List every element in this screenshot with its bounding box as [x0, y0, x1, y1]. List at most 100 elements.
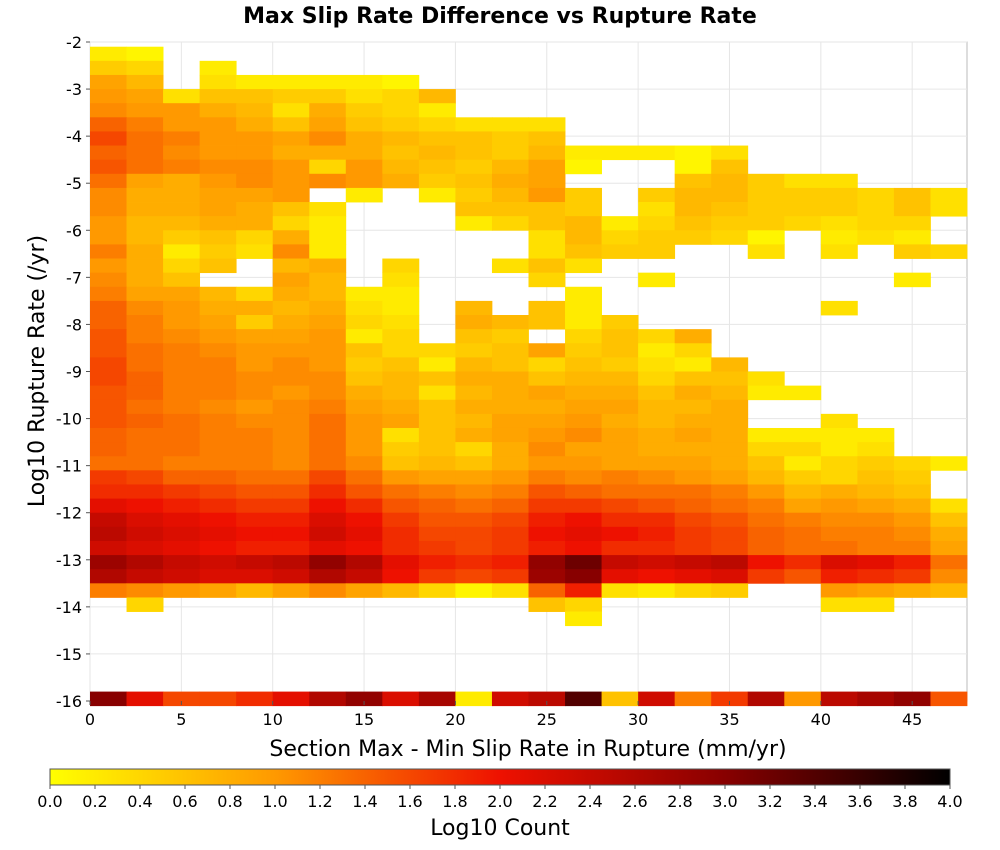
- colorbar-tick-label-9: 1.8: [442, 792, 467, 811]
- heatmap-cell-r22-c16: [674, 357, 712, 372]
- heatmap-cell-r41-c13: [565, 691, 602, 707]
- heatmap-cell-r7-c6: [309, 145, 347, 161]
- heatmap-cell-r7-c14: [601, 145, 639, 161]
- heatmap-cell-r14-c3: [199, 244, 237, 259]
- heatmap-cell-r12-c5: [272, 216, 310, 231]
- heatmap-cell-r19-c13: [565, 315, 602, 330]
- heatmap-cell-r2-c4: [236, 74, 274, 90]
- heatmap-cell-r38-c5: [272, 583, 310, 598]
- heatmap-cell-r34-c11: [491, 526, 529, 542]
- heatmap-cell-r11-c1: [126, 202, 164, 217]
- heatmap-cell-r30-c10: [455, 470, 493, 485]
- heatmap-cell-r15-c8: [382, 258, 420, 274]
- heatmap-cell-r32-c15: [638, 498, 676, 514]
- heatmap-cell-r29-c13: [565, 456, 602, 471]
- heatmap-cell-r7-c0: [90, 145, 127, 161]
- heatmap-cell-r1-c0: [90, 60, 127, 76]
- heatmap-cell-r34-c22: [893, 526, 931, 542]
- heatmap-cell-r6-c6: [309, 131, 347, 146]
- heatmap-cell-r27-c15: [638, 427, 676, 443]
- heatmap-cell-r6-c9: [418, 131, 456, 146]
- heatmap-cell-r16-c22: [893, 272, 931, 288]
- heatmap-cell-r29-c5: [272, 456, 310, 471]
- heatmap-cell-r21-c1: [126, 343, 164, 358]
- x-tick-label-4: 20: [445, 710, 465, 729]
- heatmap-cell-r25-c17: [711, 399, 749, 415]
- heatmap-cell-r37-c1: [126, 569, 164, 584]
- heatmap-cell-r31-c4: [236, 484, 274, 499]
- heatmap-cell-r6-c7: [345, 131, 383, 146]
- heatmap-cell-r33-c2: [163, 512, 201, 528]
- heatmap-cell-r7-c17: [711, 145, 749, 161]
- heatmap-cell-r13-c12: [528, 230, 566, 245]
- heatmap-cell-r26-c1: [126, 413, 164, 429]
- heatmap-cell-r24-c2: [163, 385, 201, 401]
- heatmap-cell-r24-c19: [784, 385, 822, 401]
- heatmap-cell-r30-c21: [857, 470, 895, 485]
- heatmap-cell-r18-c12: [528, 300, 566, 316]
- heatmap-cell-r18-c2: [163, 300, 201, 316]
- heatmap-cell-r3-c6: [309, 89, 347, 104]
- heatmap-cell-r26-c20: [820, 413, 858, 429]
- heatmap-cell-r35-c12: [528, 540, 566, 556]
- heatmap-cell-r29-c11: [491, 456, 529, 471]
- heatmap-cell-r14-c15: [638, 244, 676, 259]
- heatmap-cell-r18-c20: [820, 300, 858, 316]
- heatmap-cell-r41-c19: [784, 691, 822, 707]
- heatmap-cell-r36-c6: [309, 555, 347, 570]
- heatmap-cell-r25-c15: [638, 399, 676, 415]
- heatmap-cell-r13-c15: [638, 230, 676, 245]
- heatmap-cell-r7-c2: [163, 145, 201, 161]
- heatmap-cell-r37-c13: [565, 569, 602, 584]
- heatmap-cell-r12-c13: [565, 216, 602, 231]
- heatmap-cell-r9-c18: [747, 173, 785, 189]
- heatmap-cell-r26-c13: [565, 413, 602, 429]
- heatmap-cell-r9-c5: [272, 173, 310, 189]
- heatmap-cell-r24-c17: [711, 385, 749, 401]
- heatmap-cell-r4-c2: [163, 103, 201, 118]
- heatmap-cell-r29-c6: [309, 456, 347, 471]
- heatmap-cell-r26-c15: [638, 413, 676, 429]
- heatmap-cell-r13-c13: [565, 230, 602, 245]
- heatmap-cell-r27-c11: [491, 427, 529, 443]
- heatmap-cell-r15-c5: [272, 258, 310, 274]
- heatmap-cell-r24-c15: [638, 385, 676, 401]
- heatmap-cell-r2-c1: [126, 74, 164, 90]
- heatmap-cell-r3-c5: [272, 89, 310, 104]
- heatmap-cell-r37-c2: [163, 569, 201, 584]
- heatmap-cell-r15-c13: [565, 258, 602, 274]
- heatmap-cell-r34-c21: [857, 526, 895, 542]
- heatmap-cell-r14-c22: [893, 244, 931, 259]
- heatmap-cell-r14-c6: [309, 244, 347, 259]
- heatmap-cell-r31-c13: [565, 484, 602, 499]
- heatmap-cell-r23-c0: [90, 371, 127, 387]
- heatmap-cell-r38-c20: [820, 583, 858, 598]
- heatmap-cell-r3-c9: [418, 89, 456, 104]
- heatmap-cell-r22-c12: [528, 357, 566, 372]
- heatmap-cell-r32-c1: [126, 498, 164, 514]
- heatmap-cell-r41-c7: [345, 691, 383, 707]
- x-tick-label-1: 5: [176, 710, 186, 729]
- y-tick-label-9: -11: [56, 457, 82, 476]
- heatmap-cell-r18-c4: [236, 300, 274, 316]
- heatmap-cell-r26-c0: [90, 413, 127, 429]
- heatmap-cell-r29-c8: [382, 456, 420, 471]
- heatmap-cell-r11-c10: [455, 202, 493, 217]
- heatmap-cell-r35-c11: [491, 540, 529, 556]
- heatmap-cell-r4-c8: [382, 103, 420, 118]
- heatmap-cell-r41-c10: [455, 691, 493, 707]
- heatmap-cell-r10-c9: [418, 187, 456, 203]
- heatmap-cell-r33-c4: [236, 512, 274, 528]
- heatmap-cell-r31-c16: [674, 484, 712, 499]
- heatmap-cell-r34-c10: [455, 526, 493, 542]
- heatmap-cell-r27-c4: [236, 427, 274, 443]
- heatmap-cell-r36-c16: [674, 555, 712, 570]
- heatmap-cell-r25-c11: [491, 399, 529, 415]
- heatmap-cell-r7-c5: [272, 145, 310, 161]
- heatmap-cell-r4-c3: [199, 103, 237, 118]
- heatmap-cell-r36-c15: [638, 555, 676, 570]
- heatmap-cell-r22-c13: [565, 357, 602, 372]
- heatmap-cell-r10-c4: [236, 187, 274, 203]
- heatmap-cell-r11-c21: [857, 202, 895, 217]
- heatmap-cell-r24-c10: [455, 385, 493, 401]
